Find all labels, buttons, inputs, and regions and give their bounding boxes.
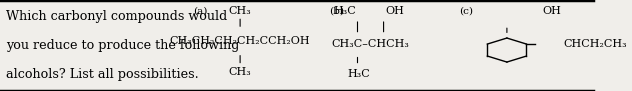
Text: (b): (b)	[329, 6, 344, 15]
Text: CH₃: CH₃	[229, 67, 252, 77]
Text: (a): (a)	[193, 6, 207, 15]
Text: CH₃: CH₃	[229, 6, 252, 16]
Text: alcohols? List all possibilities.: alcohols? List all possibilities.	[6, 68, 198, 81]
Text: H₃C: H₃C	[333, 6, 356, 16]
Text: (c): (c)	[459, 6, 473, 15]
Text: OH: OH	[386, 6, 404, 16]
Text: you reduce to produce the following: you reduce to produce the following	[6, 39, 240, 52]
Text: Which carbonyl compounds would: Which carbonyl compounds would	[6, 10, 227, 23]
Text: H₃C: H₃C	[348, 69, 370, 79]
Text: CHCH₂CH₃: CHCH₂CH₃	[563, 39, 627, 49]
Text: CH₃CH₂CH₂CH₂CCH₂OH: CH₃CH₂CH₂CH₂CCH₂OH	[170, 36, 310, 46]
Text: OH: OH	[542, 6, 561, 16]
Text: CH₃C–CHCH₃: CH₃C–CHCH₃	[332, 39, 410, 49]
